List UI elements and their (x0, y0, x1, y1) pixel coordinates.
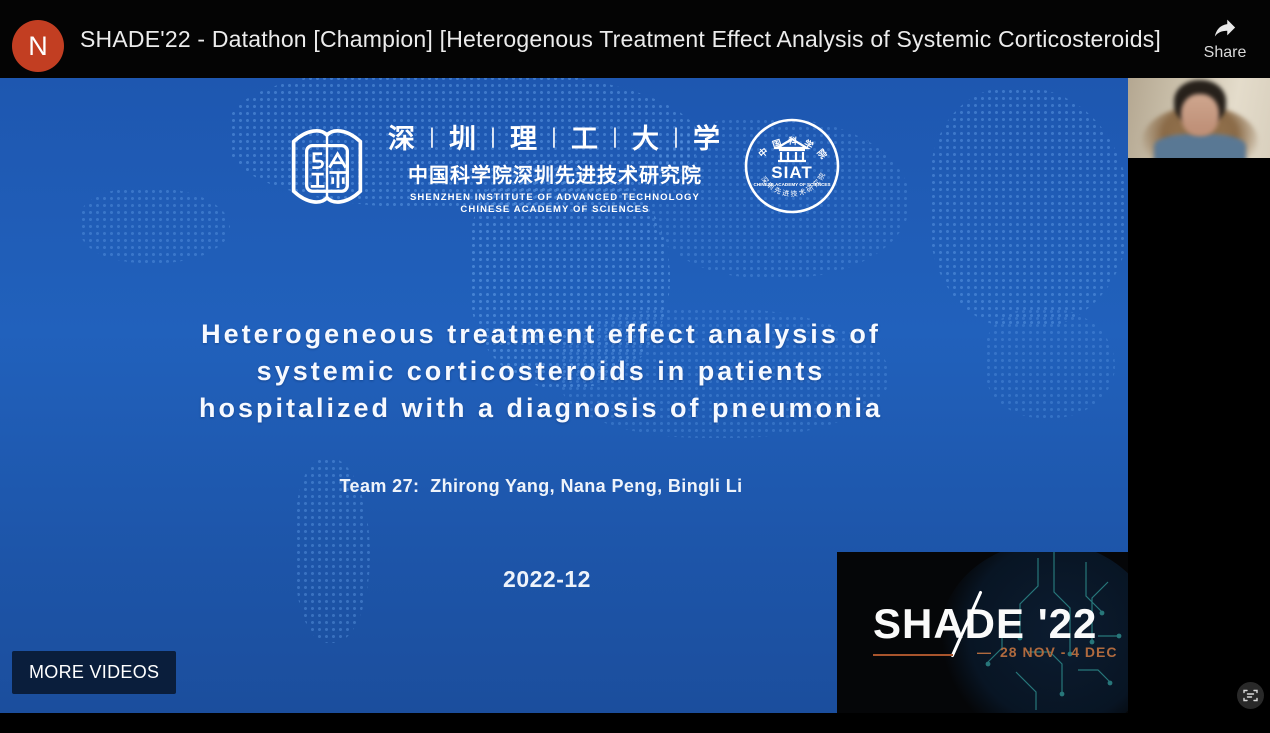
institute-name-en-2: CHINESE ACADEMY OF SCIENCES (460, 204, 650, 215)
miniplayer-button[interactable] (1237, 682, 1264, 709)
team-authors: Team 27: Zhirong Yang, Nana Peng, Bingli… (339, 476, 743, 496)
shade22-dates: — 28 NOV - 4 DEC (977, 644, 1117, 660)
speaker-webcam (1128, 78, 1270, 158)
shade22-banner: SHADE '22 — 28 NOV - 4 DEC (837, 552, 1128, 713)
shade22-dates-dash: — (977, 644, 992, 660)
siat-seal-icon: SIAT CHINESE ACADEMY OF SCIENCES 中国科学院 深… (742, 114, 842, 218)
slide-title-line-1: Heterogeneous treatment effect analysis … (201, 319, 881, 349)
circuit-pattern (985, 552, 1122, 710)
channel-avatar-letter: N (28, 30, 48, 61)
map-dots (985, 308, 1115, 418)
seal-en-text: CHINESE ACADEMY OF SCIENCES (753, 182, 830, 187)
slide-date: 2022-12 (503, 566, 591, 592)
map-dots (930, 88, 1128, 328)
player-topbar: N SHADE'22 - Datathon [Champion] [Hetero… (0, 0, 1270, 78)
share-button[interactable]: Share (1194, 14, 1256, 62)
channel-avatar[interactable]: N (12, 20, 64, 72)
share-arrow-icon (1214, 19, 1236, 37)
map-dots (560, 308, 890, 438)
slide-title-line-2: systemic corticosteroids in patients (256, 356, 826, 386)
institute-names: 深丨圳丨理丨工丨大丨学 中国科学院深圳先进技术研究院 SHENZHEN INST… (388, 117, 722, 215)
right-black-column (1128, 78, 1270, 733)
webcam-speaker-shirt (1154, 134, 1246, 158)
map-dots (80, 188, 230, 263)
presentation-slide[interactable]: 深丨圳丨理丨工丨大丨学 中国科学院深圳先进技术研究院 SHENZHEN INST… (0, 78, 1128, 713)
map-dots (470, 158, 670, 388)
map-dots (650, 118, 910, 278)
shade22-underline (873, 654, 953, 656)
slide-title: Heterogeneous treatment effect analysis … (0, 316, 1082, 427)
seal-acronym: SIAT (771, 163, 812, 182)
institute-name-cn: 中国科学院深圳先进技术研究院 (407, 165, 702, 187)
miniplayer-icon (1243, 689, 1258, 702)
slide-title-line-3: hospitalized with a diagnosis of pneumon… (198, 393, 884, 423)
shade22-dates-text: 28 NOV - 4 DEC (1000, 644, 1118, 660)
shade22-wordmark: SHADE '22 (873, 600, 1098, 647)
circuit-globe (938, 552, 1128, 713)
map-dots (295, 458, 370, 643)
siat-book-logo-icon (286, 118, 368, 214)
logo-row: 深丨圳丨理丨工丨大丨学 中国科学院深圳先进技术研究院 SHENZHEN INST… (0, 114, 1128, 218)
university-name-cn: 深丨圳丨理丨工丨大丨学 (387, 124, 723, 154)
institute-name-en-1: SHENZHEN INSTITUTE OF ADVANCED TECHNOLOG… (409, 192, 700, 203)
map-dots (230, 78, 700, 208)
video-title-link[interactable]: SHADE'22 - Datathon [Champion] [Heteroge… (80, 25, 1161, 52)
share-label: Share (1203, 44, 1247, 61)
webcam-speaker-face (1181, 94, 1219, 136)
more-videos-button[interactable]: MORE VIDEOS (12, 651, 177, 694)
